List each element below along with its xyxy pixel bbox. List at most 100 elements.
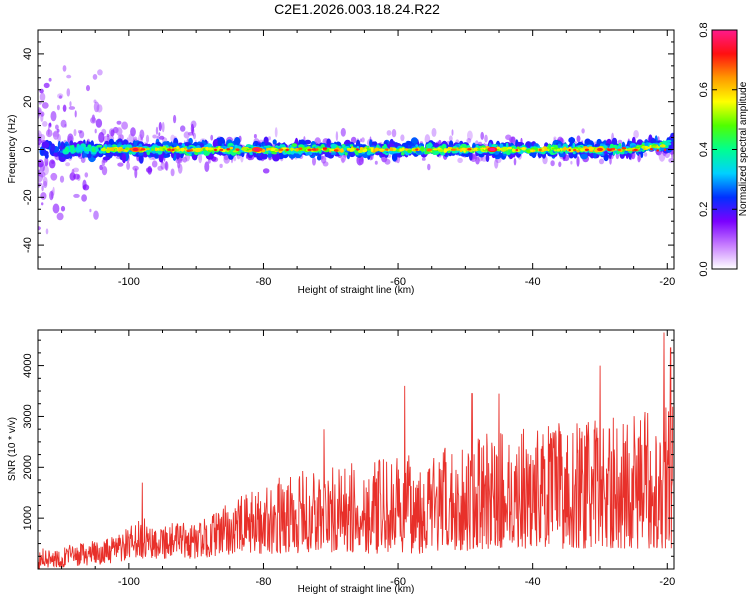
snr-plot: -100 -80 -60 -40 -20 1000 2000 3000 4000 Height … — [7, 329, 675, 595]
spectrogram-cell — [93, 101, 100, 113]
spectrogram-cell — [484, 134, 488, 143]
spectrogram-cell — [529, 152, 537, 157]
spectrogram-cell — [219, 148, 224, 152]
spectrogram-hotspot — [597, 147, 603, 152]
spectrogram-cell — [173, 149, 180, 151]
spectrogram-cell — [538, 148, 542, 152]
spectrogram-cell — [38, 137, 42, 146]
spectrogram-cell — [139, 129, 145, 139]
spectrogram-cell — [315, 148, 319, 151]
spectrogram-cell — [612, 147, 616, 151]
spectrogram-plot: -100 -80 -60 -40 -20 -40 -20 0 20 40 Height of st… — [7, 29, 675, 296]
colorbar-tick-label: 0.8 — [698, 22, 710, 37]
spectrogram-x-tick-label: -60 — [390, 276, 406, 288]
spectrogram-cell — [190, 123, 194, 134]
colorbar-label: Normalized spectral amplitude — [738, 81, 749, 216]
spectrogram-cell — [598, 158, 605, 165]
spectrogram-hotspot — [253, 147, 260, 152]
spectrogram-cell — [59, 95, 62, 99]
spectrogram-cell — [415, 148, 419, 151]
spectrogram-cell — [71, 144, 75, 150]
spectrogram-cell — [158, 132, 161, 137]
spectrogram-cell — [233, 156, 237, 162]
snr-y-tick-label: 2000 — [22, 455, 34, 479]
spectrogram-cell — [304, 139, 312, 145]
spectrogram-cell — [443, 149, 447, 153]
spectrogram-cell — [45, 161, 49, 166]
spectrogram-cell — [290, 147, 293, 152]
spectrogram-cell — [145, 134, 150, 143]
spectrogram-cell — [370, 147, 374, 152]
spectrogram-cell — [98, 132, 105, 143]
spectrogram-cell — [309, 152, 313, 156]
spectrogram-cell — [219, 163, 223, 168]
spectrogram-cell — [38, 107, 42, 115]
spectrogram-cell — [105, 149, 111, 153]
spectrogram-cell — [553, 136, 557, 140]
spectrogram-ticks: -100 -80 -60 -40 -20 -40 -20 0 20 40 — [22, 29, 675, 288]
spectrogram-cell — [242, 147, 247, 151]
spectrogram-cell — [40, 192, 47, 200]
spectrogram-cell — [95, 118, 103, 128]
spectrogram-cell — [56, 212, 64, 221]
spectrogram-cell — [494, 159, 499, 169]
spectrogram-cell — [86, 85, 90, 92]
spectrogram-cell — [521, 147, 526, 151]
spectrogram-cell — [432, 148, 439, 151]
spectrogram-cell — [170, 168, 175, 177]
spectrogram-cell — [42, 176, 48, 187]
spectrogram-cell — [186, 149, 191, 152]
spectrogram-cell — [664, 142, 672, 146]
spectrogram-cell — [507, 146, 512, 150]
spectrogram-cell — [581, 128, 585, 134]
spectrogram-cell — [56, 104, 60, 111]
spectrogram-cell — [511, 148, 516, 152]
spectrogram-cell — [274, 148, 280, 152]
spectrogram-cell — [101, 158, 106, 167]
spectrogram-cell — [55, 124, 59, 130]
spectrogram-cell — [82, 184, 90, 191]
spectrogram-cell — [285, 148, 289, 152]
spectrogram-cell — [66, 74, 72, 79]
spectrogram-cell — [477, 148, 481, 151]
spectrogram-cell — [182, 156, 188, 163]
spectrogram-cell — [404, 148, 409, 151]
spectrogram-cell — [448, 135, 453, 142]
spectrogram-cell — [573, 148, 577, 152]
spectrogram-cell — [542, 147, 545, 151]
spectrogram-cell — [461, 147, 467, 151]
spectrogram-cell — [650, 138, 657, 145]
spectrogram-cell — [73, 193, 80, 198]
spectrogram-cell — [85, 147, 90, 151]
spectrogram-cell — [576, 135, 581, 143]
spectrogram-cell — [607, 148, 612, 152]
spectrogram-cell — [612, 151, 616, 156]
spectrogram-cell — [50, 172, 58, 181]
spectrogram-cell — [49, 190, 54, 201]
spectrogram-cell — [99, 164, 103, 171]
spectrogram-cell — [253, 134, 257, 139]
spectrogram-cell — [499, 147, 502, 151]
spectrogram-cell — [69, 172, 76, 181]
spectrogram-cell — [451, 150, 456, 154]
spectrogram-cell — [155, 126, 159, 135]
spectrogram-cell — [204, 161, 210, 172]
spectrogram-cell — [39, 92, 46, 102]
snr-x-tick-label: -60 — [390, 576, 406, 588]
colorbar-ticks: 0.0 0.2 0.4 0.6 0.8 — [698, 22, 737, 277]
spectrogram-cell — [488, 142, 492, 149]
spectrogram-cell — [369, 147, 375, 149]
spectrogram-cell — [656, 149, 659, 152]
spectrogram-cell — [530, 149, 534, 153]
spectrogram-cell — [268, 136, 271, 141]
spectrogram-cell — [92, 74, 98, 80]
spectrogram-cell — [128, 151, 132, 155]
spectrogram-cell — [290, 150, 295, 155]
spectrogram-cell — [43, 82, 50, 89]
spectrogram-cell — [644, 152, 648, 157]
snr-x-label: Height of straight line (km) — [298, 584, 415, 595]
spectrogram-cell — [364, 148, 367, 152]
spectrogram-cell — [558, 161, 562, 168]
chart-title: C2E1.2026.003.18.24.R22 — [274, 1, 440, 17]
spectrogram-cell — [162, 148, 166, 151]
